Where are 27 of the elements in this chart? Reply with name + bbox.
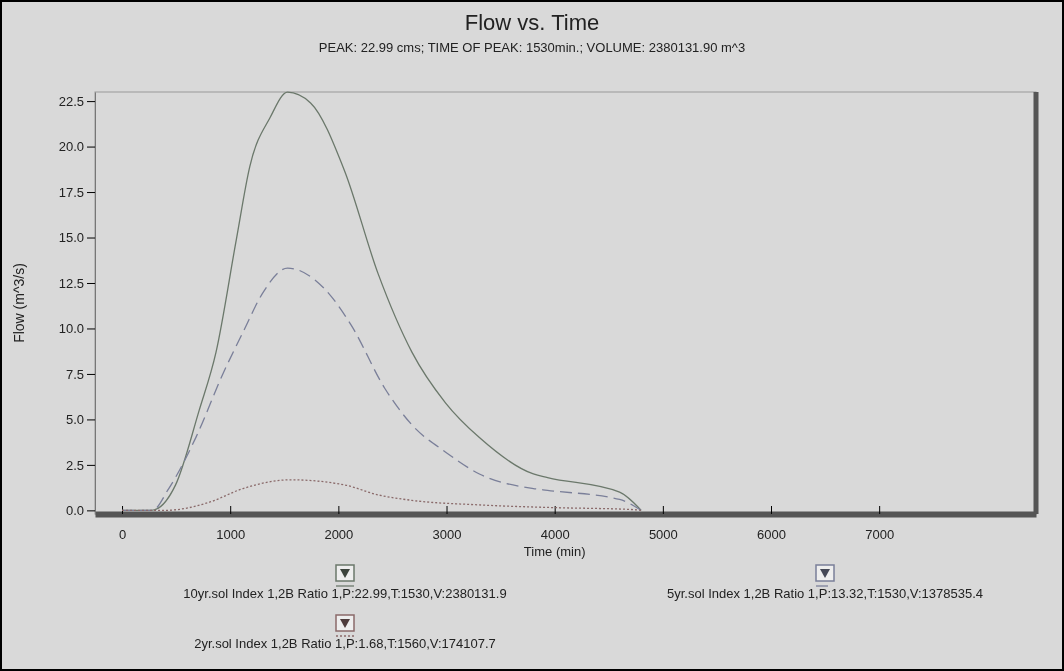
y-tick-label: 17.5	[58, 184, 84, 200]
x-tick-label: 1000	[216, 527, 246, 543]
x-tick-label: 5000	[648, 527, 678, 543]
x-tick-label: 0	[118, 527, 127, 543]
legend-label: 10yr.sol Index 1,2B Ratio 1,P:22.99,T:1530,V:2380131.9	[183, 586, 507, 601]
y-axis-title: Flow (m^3/s)	[11, 263, 27, 343]
line-series	[121, 267, 642, 512]
line-series	[121, 479, 642, 512]
x-tick-label: 3000	[432, 527, 462, 543]
x-tick-label: 2000	[324, 527, 354, 543]
chart-title: Flow vs. Time	[464, 10, 600, 35]
x-tick-label: 4000	[540, 527, 570, 543]
legend-label: 5yr.sol Index 1,2B Ratio 1,P:13.32,T:1530,V:1378535.4	[666, 586, 984, 601]
y-tick-label: 5.0	[65, 412, 84, 428]
y-tick-label: 12.5	[58, 275, 84, 291]
x-tick-label: 6000	[757, 527, 786, 543]
chart-subtitle: PEAK: 22.99 cms; TIME OF PEAK: 1530min.; VOLUME: 2380131.90 m^3	[318, 40, 746, 55]
y-tick-label: 0.0	[65, 503, 84, 519]
y-tick-label: 7.5	[65, 366, 84, 382]
y-tick-label: 22.5	[58, 93, 84, 109]
y-tick-label: 2.5	[65, 457, 84, 473]
y-tick-label: 20.0	[58, 139, 84, 155]
y-tick-label: 10.0	[58, 321, 84, 337]
y-tick-label: 15.0	[58, 230, 84, 246]
x-axis-title: Time (min)	[523, 544, 586, 559]
legend-label: 2yr.sol Index 1,2B Ratio 1,P:1.68,T:1560,V:174107.7	[194, 636, 496, 651]
x-tick-label: 7000	[865, 527, 895, 543]
